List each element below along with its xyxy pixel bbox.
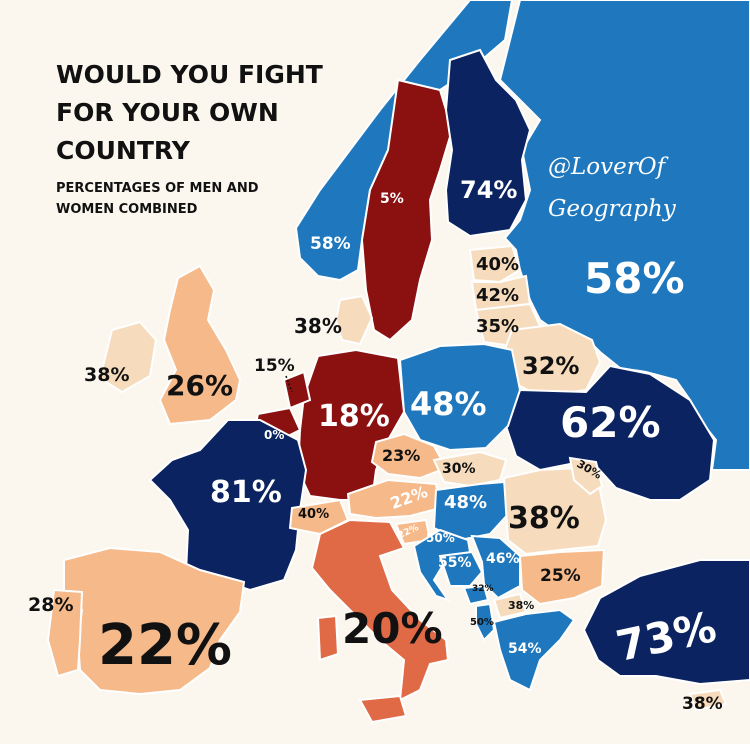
region-united-kingdom xyxy=(158,264,242,426)
region-portugal xyxy=(46,588,84,678)
label-bulgaria: 25% xyxy=(540,566,581,586)
label-france: 81% xyxy=(210,475,282,510)
region-sardinia xyxy=(316,614,340,662)
region-netherlands xyxy=(282,370,312,410)
region-czechia xyxy=(370,432,448,480)
label-spain: 22% xyxy=(98,613,233,678)
region-greece xyxy=(492,608,576,692)
label-serbia: 46% xyxy=(486,551,520,567)
label-latvia: 42% xyxy=(476,285,520,306)
label-russia: 58% xyxy=(584,254,685,303)
label-belarus: 32% xyxy=(522,352,580,380)
region-bulgaria xyxy=(518,548,606,606)
region-turkey xyxy=(582,559,750,686)
region-austria xyxy=(346,478,442,520)
map-subtitle: PERCENTAGES OF MEN AND WOMEN COMBINED xyxy=(56,181,259,217)
label-belgium: 0% xyxy=(264,428,285,442)
label-norway: 58% xyxy=(310,234,351,254)
label-germany: 18% xyxy=(318,399,390,434)
region-latvia xyxy=(470,274,532,312)
region-bosnia xyxy=(438,550,484,587)
label-netherlands: 15% xyxy=(254,356,295,376)
label-denmark: 38% xyxy=(294,314,342,338)
map-title: WOULD YOU FIGHT FOR YOUR OWN COUNTRY xyxy=(56,60,323,165)
label-lithuania: 35% xyxy=(476,316,520,337)
label-united-kingdom: 26% xyxy=(166,369,234,402)
label-czechia: 23% xyxy=(382,446,421,465)
region-slovakia xyxy=(432,450,508,488)
label-switzerland: 40% xyxy=(298,507,330,522)
region-denmark xyxy=(334,294,374,346)
label-croatia: 50% xyxy=(426,531,455,545)
label-slovakia: 30% xyxy=(442,461,476,477)
region-ireland xyxy=(98,320,158,394)
label-north-macedonia: 38% xyxy=(508,599,535,612)
label-ireland: 38% xyxy=(84,364,130,386)
label-finland: 74% xyxy=(460,176,518,204)
region-sweden xyxy=(360,78,454,342)
region-moldova xyxy=(568,456,604,496)
label-romania: 38% xyxy=(508,501,580,536)
region-albania xyxy=(475,602,496,642)
label-greece: 54% xyxy=(508,641,542,657)
label-portugal: 28% xyxy=(28,594,74,616)
credit-handle: @LoverOf Geography xyxy=(548,154,676,222)
region-italy xyxy=(310,518,450,702)
label-ukraine: 62% xyxy=(560,398,661,447)
region-sicily xyxy=(358,694,408,724)
label-cyprus: 38% xyxy=(682,694,723,714)
netherlands-pointer xyxy=(285,375,293,393)
region-ukraine xyxy=(504,364,716,501)
region-estonia xyxy=(468,244,522,284)
label-sweden: 5% xyxy=(380,191,404,207)
label-montenegro: 32% xyxy=(472,584,494,594)
region-romania xyxy=(502,466,608,556)
label-italy: 20% xyxy=(342,604,443,653)
region-montenegro xyxy=(462,584,490,606)
label-bosnia: 55% xyxy=(438,555,472,571)
label-hungary: 48% xyxy=(444,492,488,513)
region-serbia xyxy=(470,534,521,600)
label-albania: 50% xyxy=(470,617,494,628)
label-estonia: 40% xyxy=(476,254,520,275)
region-poland xyxy=(398,342,522,452)
region-finland xyxy=(444,48,532,238)
region-cyprus xyxy=(688,688,728,712)
label-poland: 48% xyxy=(410,385,487,423)
region-north-macedonia xyxy=(492,592,528,620)
